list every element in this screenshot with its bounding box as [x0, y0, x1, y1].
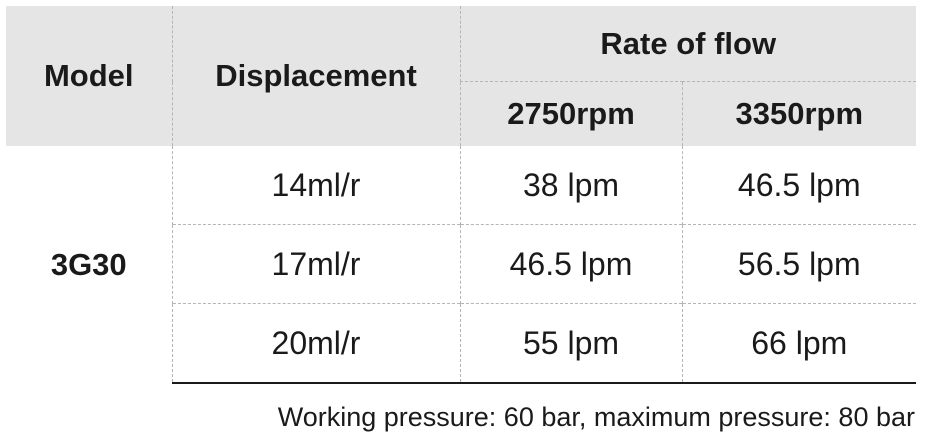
table-row: 17ml/r 46.5 lpm 56.5 lpm — [6, 224, 917, 304]
model-cell: 3G30 — [50, 246, 127, 282]
displacement-cell: 14ml/r — [171, 146, 460, 225]
header-row-2: 2750rpm 3350rpm — [6, 81, 917, 146]
table-body: 3G30 14ml/r 38 lpm 46.5 lpm 17ml/r 46.5 … — [6, 146, 917, 384]
model-header: Model — [6, 6, 172, 146]
rpm-2750-header: 2750rpm — [459, 81, 682, 146]
header-row-1: Model Displacement Rate of flow — [6, 6, 917, 146]
flow-3350-cell: 56.5 lpm — [681, 224, 917, 304]
table-header: Model Displacement Rate of flow 2750rpm … — [6, 6, 917, 146]
flow-3350-cell: 46.5 lpm — [681, 146, 917, 225]
rate-of-flow-header: Rate of flow — [459, 6, 917, 82]
flow-2750-cell: 55 lpm — [459, 303, 682, 384]
table-row: 20ml/r 55 lpm 66 lpm — [6, 303, 917, 384]
flow-3350-cell: 66 lpm — [681, 303, 917, 384]
spec-table: Model Displacement Rate of flow 2750rpm … — [6, 6, 917, 384]
displacement-cell: 17ml/r — [171, 224, 460, 304]
displacement-cell: 20ml/r — [171, 303, 460, 384]
table-row: 3G30 14ml/r 38 lpm 46.5 lpm — [6, 146, 917, 282]
rpm-3350-header: 3350rpm — [681, 81, 917, 146]
pressure-footnote: Working pressure: 60 bar, maximum pressu… — [277, 402, 915, 432]
flow-2750-cell: 38 lpm — [459, 146, 682, 225]
displacement-header: Displacement — [171, 6, 460, 146]
flow-2750-cell: 46.5 lpm — [459, 224, 682, 304]
